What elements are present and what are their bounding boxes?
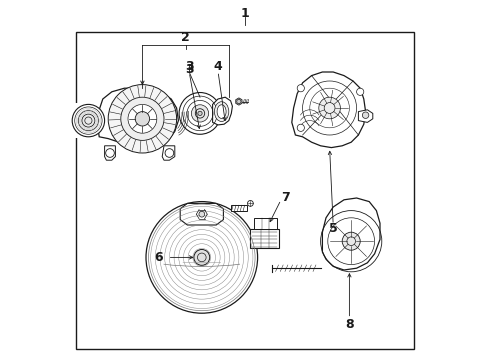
Circle shape — [146, 202, 258, 313]
Text: 3: 3 — [185, 63, 194, 76]
Circle shape — [121, 97, 164, 140]
Polygon shape — [250, 229, 279, 248]
Circle shape — [165, 149, 174, 157]
Polygon shape — [292, 72, 366, 148]
Circle shape — [179, 93, 221, 134]
Polygon shape — [254, 218, 277, 229]
Circle shape — [72, 104, 104, 137]
Polygon shape — [213, 97, 232, 125]
Circle shape — [128, 104, 157, 133]
Ellipse shape — [217, 105, 226, 118]
Polygon shape — [358, 110, 373, 122]
Polygon shape — [74, 103, 103, 138]
Polygon shape — [104, 146, 116, 160]
Circle shape — [192, 105, 209, 122]
Polygon shape — [322, 198, 380, 270]
Text: 7: 7 — [281, 191, 290, 204]
Polygon shape — [236, 98, 242, 105]
Circle shape — [106, 149, 114, 157]
Polygon shape — [98, 88, 178, 146]
Text: 2: 2 — [181, 31, 190, 44]
Circle shape — [297, 124, 304, 131]
Ellipse shape — [215, 102, 229, 122]
Text: 8: 8 — [345, 318, 354, 330]
Circle shape — [237, 99, 241, 104]
Text: 3: 3 — [185, 60, 194, 73]
Circle shape — [199, 211, 205, 217]
Circle shape — [135, 112, 149, 126]
Polygon shape — [162, 146, 175, 160]
Circle shape — [319, 97, 341, 119]
Polygon shape — [231, 205, 247, 211]
Circle shape — [247, 201, 253, 206]
Circle shape — [297, 85, 304, 92]
Circle shape — [194, 249, 210, 265]
Text: 1: 1 — [241, 7, 249, 20]
Circle shape — [82, 114, 95, 127]
Circle shape — [363, 112, 369, 118]
Circle shape — [198, 111, 202, 116]
Circle shape — [342, 232, 360, 250]
Polygon shape — [180, 203, 223, 225]
Circle shape — [108, 85, 176, 153]
Text: 4: 4 — [214, 60, 222, 73]
Text: 5: 5 — [329, 222, 338, 235]
Text: 6: 6 — [154, 251, 163, 264]
Bar — [76, 32, 414, 349]
Circle shape — [357, 88, 364, 95]
